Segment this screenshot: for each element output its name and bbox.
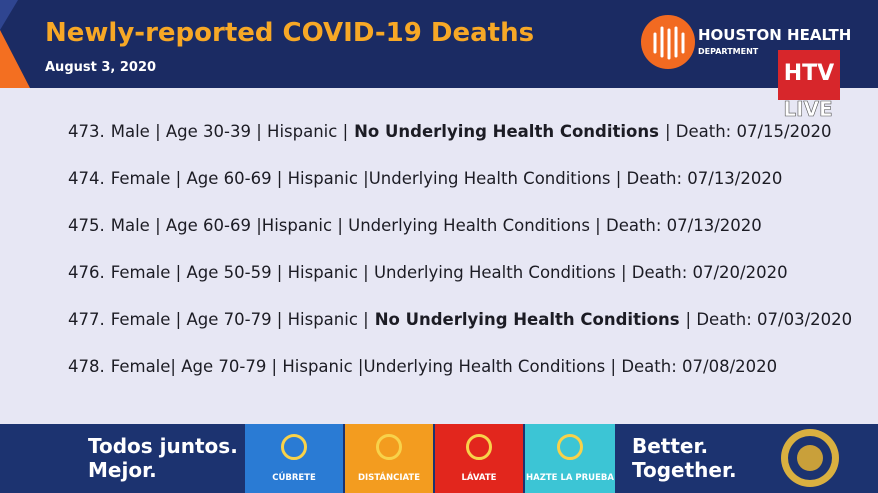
death-row: 473. Male | Age 30-39 | Hispanic | No Unde… [68, 122, 858, 169]
tile-label: LÁVATE [461, 473, 497, 483]
htv-logo-base [778, 88, 840, 100]
row-text: Female | Age 60-69 | Hispanic |Underlyin… [110, 169, 783, 188]
row-text: | Death: 07/15/2020 [664, 122, 832, 141]
row-text: Male | Age 30-39 | Hispanic | [110, 122, 349, 141]
row-text-bold: No Underlying Health Conditions [354, 122, 659, 141]
seal-center [797, 445, 823, 471]
date: August 3, 2020 [45, 60, 157, 75]
row-number: 475. [68, 216, 105, 235]
slogan-es: Todos juntos. Mejor. [88, 434, 238, 482]
row-number: 474. [68, 169, 105, 188]
city-seal [781, 429, 839, 487]
death-row: 476. Female | Age 50-59 | Hispanic | Unde… [68, 263, 858, 310]
row-text: Female | Age 50-59 | Hispanic | Underlyi… [110, 263, 788, 282]
logo-subname: DEPARTMENT [698, 47, 759, 56]
accent [0, 0, 18, 30]
live-text: LIVE [783, 97, 832, 121]
tile-icon [557, 434, 583, 460]
slogan-line: Together. [632, 458, 737, 482]
death-list: 473. Male | Age 30-39 | Hispanic | No Unde… [68, 122, 858, 404]
row-text: Male | Age 60-69 |Hispanic | Underlying … [110, 216, 762, 235]
htv-logo [778, 50, 840, 88]
accent [0, 30, 30, 88]
header: HOUSTON HEALTH DEPARTMENT HTV Newly-repo… [0, 0, 878, 88]
footer: Todos juntos. Mejor. CÚBRETE DISTÁNCIATE L… [0, 424, 878, 493]
tile-icon [466, 434, 492, 460]
htv-text: HTV [784, 61, 834, 86]
tile: CÚBRETE [245, 424, 343, 493]
row-number: 473. [68, 122, 105, 141]
tile-icon [281, 434, 307, 460]
slogan-line: Mejor. [88, 458, 157, 482]
logo-icon [653, 26, 685, 60]
title: Newly-reported COVID-19 Deaths [45, 18, 535, 48]
slogan-line: Better. [632, 434, 709, 458]
tile: DISTÁNCIATE [345, 424, 433, 493]
logo-name: HOUSTON HEALTH [698, 26, 851, 44]
row-text-bold: No Underlying Health Conditions [374, 310, 680, 329]
tile: LÁVATE [435, 424, 523, 493]
row-text: Female| Age 70-79 | Hispanic |Underlying… [110, 357, 778, 376]
tile: HAZTE LA PRUEBA [525, 424, 615, 493]
slogan-line: Todos juntos. [88, 434, 238, 458]
row-number: 476. [68, 263, 105, 282]
death-row: 477. Female | Age 70-79 | Hispanic | No Un… [68, 310, 858, 357]
live-badge: LIVE [778, 88, 840, 121]
tile-label: CÚBRETE [272, 473, 316, 483]
death-row: 474. Female | Age 60-69 | Hispanic |Under… [68, 169, 858, 216]
tile-icon [376, 434, 402, 460]
tile-label: DISTÁNCIATE [357, 473, 421, 483]
death-row: 475. Male | Age 60-69 |Hispanic | Underly… [68, 216, 858, 263]
slogan-en: Better. Together. [632, 434, 737, 482]
row-number: 478. [68, 357, 105, 376]
row-text: | Death: 07/03/2020 [685, 310, 853, 329]
row-number: 477. [68, 310, 105, 329]
header-art: HOUSTON HEALTH DEPARTMENT HTV [0, 0, 851, 88]
row-text: Female | Age 70-79 | Hispanic | [110, 310, 369, 329]
tile-label: HAZTE LA PRUEBA [526, 473, 614, 483]
death-row: 478. Female| Age 70-79 | Hispanic |Underl… [68, 357, 858, 404]
